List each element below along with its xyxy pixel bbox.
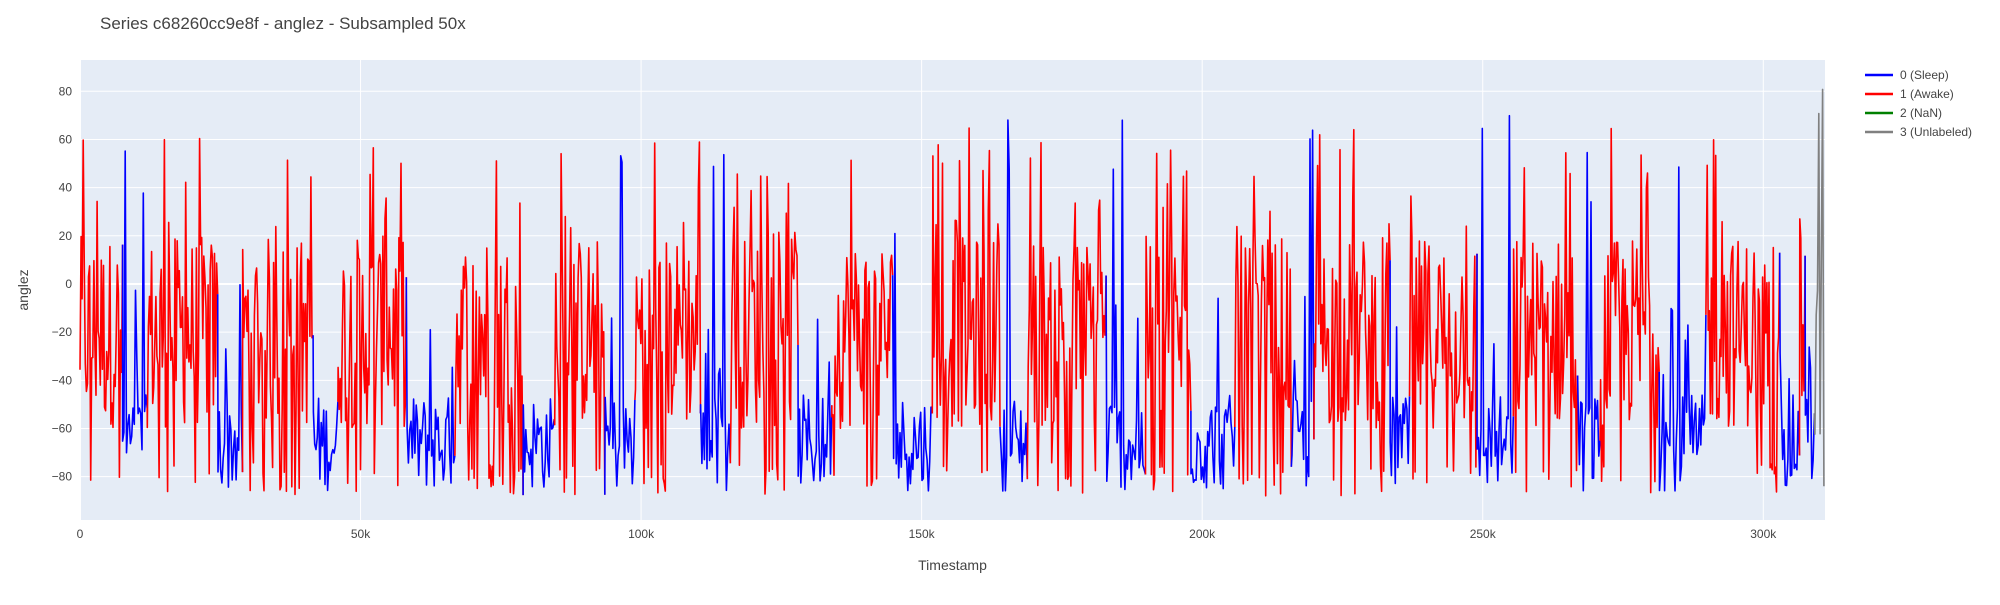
legend-label: 0 (Sleep) [1900,68,1949,82]
series-sleep-segment [797,318,833,484]
y-tick-label: 40 [59,181,73,195]
chart-title: Series c68260cc9e8f - anglez - Subsample… [100,14,466,33]
legend-item[interactable]: 1 (Awake) [1865,87,1954,101]
series-sleep-segment [699,153,732,492]
series-sleep-segment [216,284,244,488]
series-awake-segment [79,139,124,481]
series-sleep-segment [1576,151,1601,492]
legend-item[interactable]: 0 (Sleep) [1865,68,1949,82]
x-tick-label: 150k [909,527,936,541]
series-sleep-segment [522,398,555,496]
x-tick-label: 0 [77,527,84,541]
series-sleep-segment [1658,166,1707,492]
y-tick-label: 0 [65,277,72,291]
series-awake-segment [553,152,606,496]
series-awake-segment [454,160,524,496]
series-awake-segment [831,159,894,487]
y-tick-label: −40 [52,373,73,387]
series-awake-segment [241,159,314,496]
series-sleep-segment [1804,255,1816,480]
series-awake-segment [1512,152,1579,493]
y-tick-label: −20 [52,325,73,339]
legend-item[interactable]: 2 (NaN) [1865,106,1942,120]
series-sleep-segment [405,277,456,487]
series-awake-segment [729,173,799,495]
series-layer [79,88,1825,497]
series-awake-segment [1408,195,1478,484]
x-tick-label: 200k [1189,527,1216,541]
series-sleep-segment [312,335,339,492]
series-awake-segment [146,137,219,493]
series-sleep-segment [891,232,934,492]
y-tick-label: 20 [59,229,73,243]
series-sleep-segment [604,155,636,495]
series-awake-segment [1798,218,1806,456]
series-awake-segment [1705,139,1781,493]
series-awake-segment [1144,149,1192,493]
legend-label: 2 (NaN) [1900,106,1942,120]
x-tick-label: 300k [1750,527,1777,541]
series-awake-segment [1234,175,1293,497]
y-tick-label: −60 [52,421,73,435]
series-sleep-segment [999,119,1029,492]
y-tick-label: 80 [59,84,73,98]
series-awake-segment [1026,141,1107,494]
x-tick-label: 100k [628,527,655,541]
series-sleep-segment [1389,260,1411,485]
legend-label: 3 (Unlabeled) [1900,125,1972,139]
series-awake-segment [337,147,408,493]
y-tick-label: −80 [52,470,73,484]
series-sleep-segment [1105,119,1147,491]
x-tick-label: 250k [1470,527,1497,541]
series-sleep-segment [121,150,148,454]
series-sleep-segment [1290,129,1315,487]
y-axis-label: anglez [15,269,31,310]
axis-layer: −80 −60 −40 −20 0 20 40 60 80 0 50k 100k 150k 200k 250… [52,84,1778,541]
series-sleep-segment [1476,114,1515,484]
series-awake-segment [1599,127,1660,494]
series-unlabeled-segment [1813,88,1825,487]
legend[interactable]: 0 (Sleep) 1 (Awake) 2 (NaN) 3 (Unlabeled) [1865,68,1972,139]
series-awake-segment [634,141,702,494]
series-awake-segment [931,127,1001,474]
legend-label: 1 (Awake) [1900,87,1954,101]
series-sleep-segment [1778,252,1801,487]
x-tick-label: 50k [351,527,371,541]
series-sleep-segment [1190,297,1236,490]
x-axis-label: Timestamp [918,557,987,573]
y-tick-label: 60 [59,132,73,146]
legend-item[interactable]: 3 (Unlabeled) [1865,125,1972,139]
series-awake-segment [1313,128,1391,497]
